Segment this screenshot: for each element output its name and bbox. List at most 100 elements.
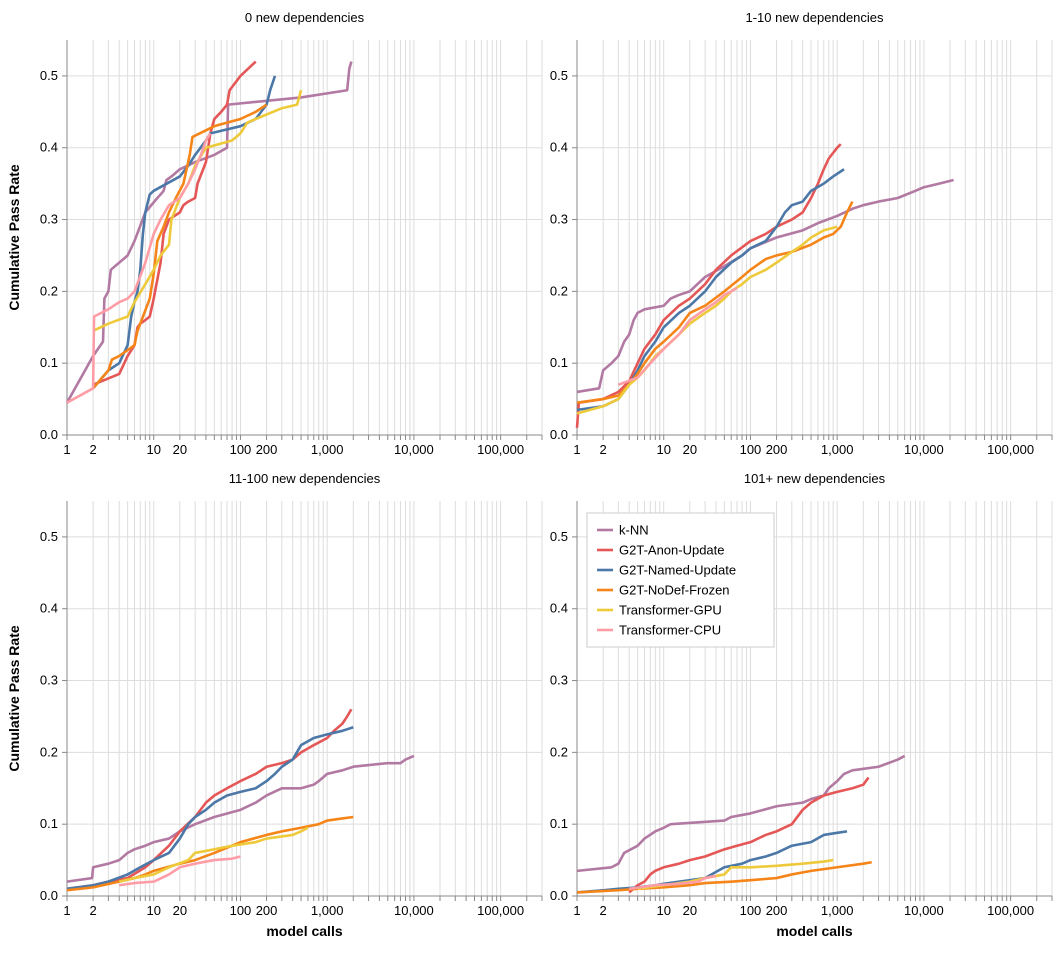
series-line-g2t-anon-update <box>628 776 870 894</box>
y-tick-label: 0.5 <box>550 529 568 544</box>
x-tick-label: 20 <box>683 903 697 918</box>
x-tick-label: 10,000 <box>904 903 944 918</box>
panel-1: 0.0 0.1 0.2 0.3 0.4 0.5 1 2 10 20 100 200 1,000 10,00… <box>550 10 1053 457</box>
x-tick-label: 2 <box>599 442 606 457</box>
panel-3: 0.0 0.1 0.2 0.3 0.4 0.5 1 2 10 20 100 200 1,000 10,00… <box>550 471 1053 939</box>
legend-label: G2T-Anon-Update <box>619 543 725 558</box>
y-tick-label: 0.5 <box>550 68 568 83</box>
panel-title: 101+ new dependencies <box>744 471 886 486</box>
legend: k-NN G2T-Anon-Update G2T-Named-Update G2T-N… <box>586 512 775 648</box>
series-line-transformer-cpu <box>66 132 212 404</box>
x-tick-label: 100,000 <box>477 903 524 918</box>
y-axis-title: Cumulative Pass Rate <box>6 625 22 771</box>
x-tick-label: 200 <box>256 442 278 457</box>
panel-0: 0.0 0.1 0.2 0.3 0.4 0.5 1 2 10 20 100 200 1,000 10,00… <box>6 10 543 457</box>
x-tick-label: 1,000 <box>311 903 344 918</box>
series-line-g2t-anon-update <box>92 60 257 386</box>
y-tick-label: 0.0 <box>550 888 568 903</box>
panel-title: 0 new dependencies <box>245 10 365 25</box>
x-tick-label: 200 <box>766 903 788 918</box>
x-tick-label: 100 <box>740 442 762 457</box>
y-tick-label: 0.1 <box>550 355 568 370</box>
x-tick-label: 100,000 <box>477 442 524 457</box>
x-tick-label: 100,000 <box>987 903 1034 918</box>
series-line-g2t-nodef-frozen <box>66 815 354 892</box>
series-line-transformer-gpu <box>118 826 309 883</box>
chart-root: 0.0 0.1 0.2 0.3 0.4 0.5 1 2 10 20 100 200 1,000 10,00… <box>6 10 1053 939</box>
y-tick-label: 0.4 <box>550 140 568 155</box>
legend-label: Transformer-GPU <box>619 603 722 618</box>
y-tick-label: 0.5 <box>40 68 58 83</box>
series-line-transformer-cpu <box>629 874 717 891</box>
legend-box <box>586 512 775 648</box>
x-tick-label: 10,000 <box>394 442 434 457</box>
x-tick-label: 10 <box>656 442 670 457</box>
x-tick-label: 1,000 <box>311 442 344 457</box>
x-tick-label: 20 <box>173 442 187 457</box>
y-tick-label: 0.3 <box>550 673 568 688</box>
series-line-k-nn <box>576 754 906 873</box>
x-tick-label: 2 <box>89 442 96 457</box>
x-tick-label: 200 <box>766 442 788 457</box>
series-line-g2t-anon-update <box>66 708 353 891</box>
series-line-transformer-cpu <box>119 855 241 887</box>
x-tick-label: 1 <box>63 903 70 918</box>
grid <box>576 40 1053 436</box>
x-axis-title: model calls <box>776 923 852 939</box>
series-line-g2t-nodef-frozen <box>92 103 268 390</box>
legend-label: Transformer-CPU <box>619 623 721 638</box>
panel-2: 0.0 0.1 0.2 0.3 0.4 0.5 1 2 10 20 100 200 1,000 10,00… <box>6 471 543 939</box>
series-line-g2t-named-update <box>576 168 845 412</box>
x-tick-label: 1,000 <box>821 903 854 918</box>
x-tick-label: 20 <box>683 442 697 457</box>
x-tick-label: 1 <box>63 442 70 457</box>
x-tick-label: 10 <box>656 903 670 918</box>
x-tick-label: 200 <box>256 903 278 918</box>
y-tick-label: 0.2 <box>40 283 58 298</box>
x-tick-label: 10 <box>146 442 160 457</box>
x-tick-label: 1,000 <box>821 442 854 457</box>
grid <box>576 501 1053 897</box>
grid <box>66 40 543 436</box>
x-tick-label: 1 <box>573 442 580 457</box>
y-tick-label: 0.2 <box>550 283 568 298</box>
y-tick-label: 0.4 <box>550 601 568 616</box>
x-tick-label: 10,000 <box>904 442 944 457</box>
series-line-transformer-cpu <box>617 286 738 386</box>
x-tick-label: 100,000 <box>987 442 1034 457</box>
x-tick-label: 1 <box>573 903 580 918</box>
legend-label: G2T-Named-Update <box>619 563 736 578</box>
x-tick-label: 100 <box>740 903 762 918</box>
y-tick-label: 0.0 <box>550 427 568 442</box>
grid <box>66 501 543 897</box>
y-tick-label: 0.1 <box>550 816 568 831</box>
y-tick-label: 0.4 <box>40 601 58 616</box>
y-tick-label: 0.3 <box>550 212 568 227</box>
series-line-k-nn <box>66 754 415 883</box>
series-line-k-nn <box>576 178 954 394</box>
y-tick-label: 0.0 <box>40 888 58 903</box>
y-tick-label: 0.5 <box>40 529 58 544</box>
y-tick-label: 0.2 <box>550 744 568 759</box>
series-line-g2t-named-update <box>66 725 354 891</box>
y-tick-label: 0.0 <box>40 427 58 442</box>
y-tick-label: 0.1 <box>40 355 58 370</box>
y-tick-label: 0.1 <box>40 816 58 831</box>
y-tick-label: 0.2 <box>40 744 58 759</box>
x-tick-label: 100 <box>230 442 252 457</box>
y-tick-label: 0.3 <box>40 212 58 227</box>
y-axis-title: Cumulative Pass Rate <box>6 164 22 310</box>
x-tick-label: 2 <box>599 903 606 918</box>
x-tick-label: 10 <box>146 903 160 918</box>
y-tick-label: 0.4 <box>40 140 58 155</box>
panel-title: 1-10 new dependencies <box>745 10 884 25</box>
x-axis-title: model calls <box>266 923 342 939</box>
x-tick-label: 10,000 <box>394 903 434 918</box>
series-line-transformer-gpu <box>576 225 838 415</box>
panel-title: 11-100 new dependencies <box>229 471 381 486</box>
x-tick-label: 2 <box>89 903 96 918</box>
series-line-transformer-gpu <box>92 89 303 333</box>
y-tick-label: 0.3 <box>40 673 58 688</box>
legend-label: k-NN <box>619 523 649 538</box>
x-tick-label: 20 <box>173 903 187 918</box>
